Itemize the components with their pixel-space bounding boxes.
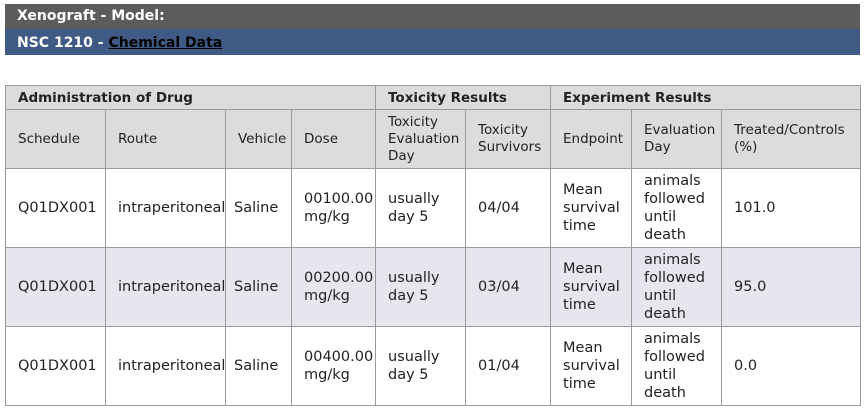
group-header-experiment: Experiment Results xyxy=(550,85,862,110)
cell-vehicle: Saline xyxy=(225,326,292,406)
cell-vehicle: Saline xyxy=(225,168,292,248)
cell-vehicle: Saline xyxy=(225,247,292,327)
cell-dose: 00400.00 mg/kg xyxy=(290,326,377,406)
cell-toxicity-survivors: 01/04 xyxy=(465,326,552,406)
cell-treated-controls: 0.0 xyxy=(721,326,862,406)
group-header-administration: Administration of Drug xyxy=(4,85,377,110)
results-table: Administration of Drug Toxicity Results … xyxy=(4,85,862,406)
cell-route: intraperitoneal xyxy=(105,326,226,406)
cell-schedule: Q01DX001 xyxy=(5,247,106,327)
cell-toxicity-evaluation-day: usually day 5 xyxy=(375,168,467,248)
cell-route: intraperitoneal xyxy=(105,168,226,248)
cell-evaluation-day: animals followed until death xyxy=(631,247,723,327)
cell-route: intraperitoneal xyxy=(105,247,226,327)
column-header-evaluation-day: Evaluation Day xyxy=(631,109,723,169)
compound-bar: NSC 1210 - Chemical Data xyxy=(5,29,860,55)
column-header-toxicity-evaluation-day: Toxicity Evaluation Day xyxy=(375,109,467,169)
cell-toxicity-survivors: 04/04 xyxy=(465,168,552,248)
column-header-toxicity-survivors: Toxicity Survivors xyxy=(465,109,552,169)
cell-dose: 00200.00 mg/kg xyxy=(290,247,377,327)
cell-endpoint: Mean survival time xyxy=(550,326,633,406)
page-title: Xenograft - Model: xyxy=(17,8,165,24)
column-header-schedule: Schedule xyxy=(5,109,106,169)
cell-dose: 00100.00 mg/kg xyxy=(290,168,377,248)
cell-toxicity-survivors: 03/04 xyxy=(465,247,552,327)
cell-treated-controls: 95.0 xyxy=(721,247,862,327)
table-row: Q01DX001 intraperitoneal Saline 00100.00… xyxy=(5,168,862,248)
column-header-vehicle: Vehicle xyxy=(225,109,292,169)
cell-treated-controls: 101.0 xyxy=(721,168,862,248)
nsc-label: NSC 1210 - xyxy=(17,35,109,51)
cell-evaluation-day: animals followed until death xyxy=(631,326,723,406)
cell-endpoint: Mean survival time xyxy=(550,168,633,248)
column-header-route: Route xyxy=(105,109,226,169)
chemical-data-link[interactable]: Chemical Data xyxy=(108,35,223,51)
column-header-endpoint: Endpoint xyxy=(550,109,633,169)
group-header-toxicity: Toxicity Results xyxy=(375,85,552,110)
cell-toxicity-evaluation-day: usually day 5 xyxy=(375,247,467,327)
table-row: Q01DX001 intraperitoneal Saline 00400.00… xyxy=(5,326,862,406)
cell-endpoint: Mean survival time xyxy=(550,247,633,327)
cell-toxicity-evaluation-day: usually day 5 xyxy=(375,326,467,406)
cell-evaluation-day: animals followed until death xyxy=(631,168,723,248)
column-header-treated-controls: Treated/Controls (%) xyxy=(721,109,862,169)
page-title-bar: Xenograft - Model: xyxy=(5,4,860,29)
cell-schedule: Q01DX001 xyxy=(5,326,106,406)
table-row: Q01DX001 intraperitoneal Saline 00200.00… xyxy=(5,247,862,327)
cell-schedule: Q01DX001 xyxy=(5,168,106,248)
column-header-dose: Dose xyxy=(290,109,377,169)
